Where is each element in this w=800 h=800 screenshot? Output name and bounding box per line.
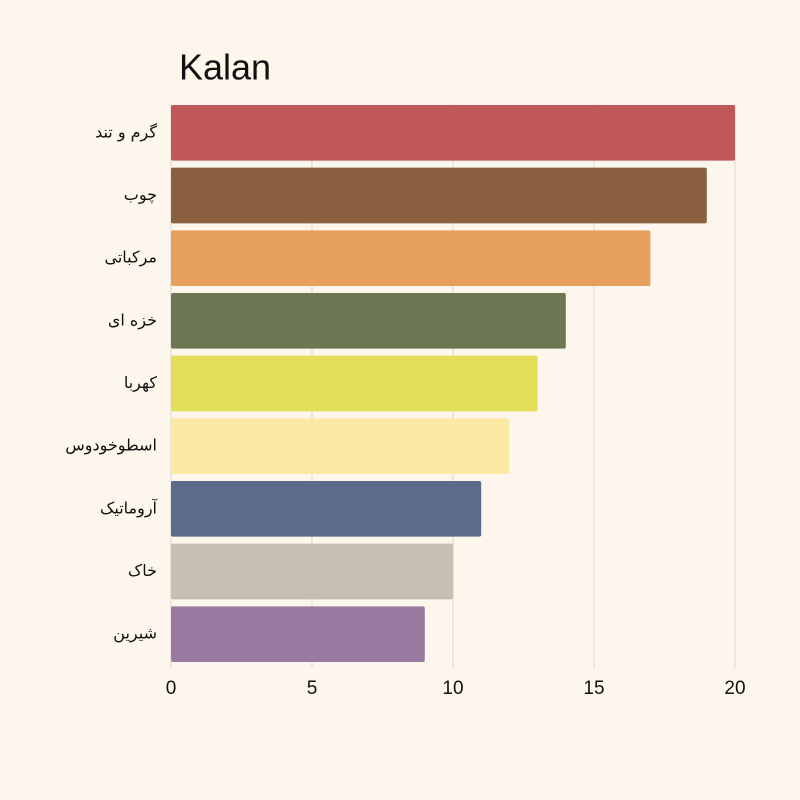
bar [171, 167, 707, 224]
bar [171, 606, 425, 662]
y-tick-label: چوب [124, 185, 157, 205]
bar [171, 355, 538, 412]
bar [171, 105, 735, 161]
y-tick-label: گرم و تند [95, 122, 157, 142]
x-tick-label: 5 [307, 678, 318, 699]
x-tick-label: 0 [166, 678, 177, 699]
y-tick-label: کهربا [124, 373, 158, 393]
y-tick-label: خاک [128, 561, 157, 580]
x-tick-label: 10 [442, 678, 463, 699]
bar [171, 418, 510, 474]
chart-title: Kalan [179, 47, 271, 88]
bar [171, 230, 651, 286]
bar [171, 293, 566, 349]
bar [171, 543, 453, 600]
y-tick-label: مرکباتی [104, 248, 157, 268]
y-tick-label: خزه ای [108, 310, 157, 330]
x-tick-label: 20 [724, 678, 745, 699]
y-tick-label: شیرین [113, 624, 157, 644]
bar [171, 481, 482, 537]
y-tick-label: آروماتیک [100, 498, 159, 518]
x-tick-label: 15 [583, 678, 604, 699]
y-tick-label: اسطوخودوس [65, 436, 157, 456]
